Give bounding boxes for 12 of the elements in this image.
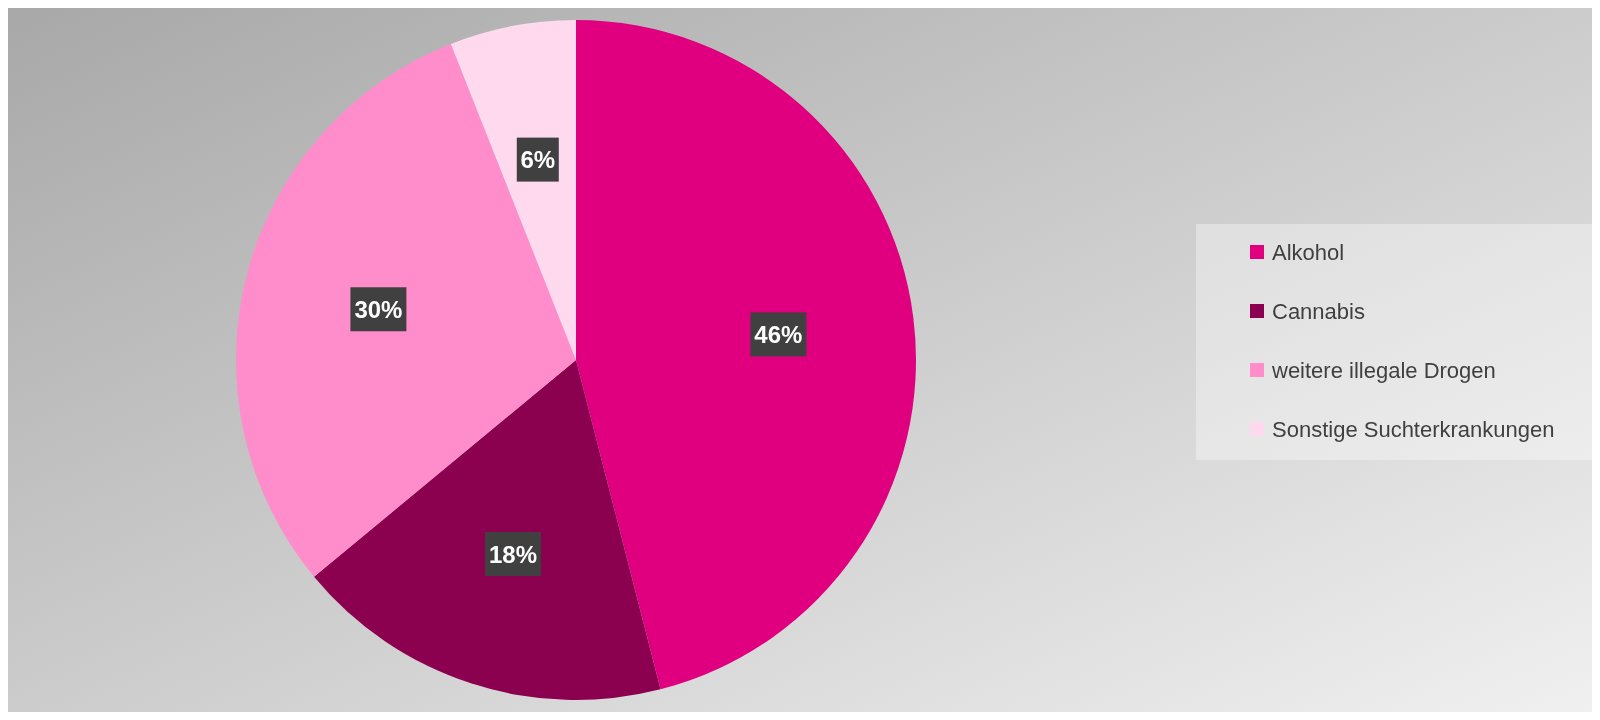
data-label: 18% xyxy=(488,540,537,568)
data-label: 30% xyxy=(354,295,403,323)
legend-label: Cannabis xyxy=(1272,298,1365,324)
legend-label: Alkohol xyxy=(1272,239,1345,265)
legend-label: weitere illegale Drogen xyxy=(1271,357,1496,383)
data-label: 46% xyxy=(754,320,803,348)
pie-slice xyxy=(576,20,916,690)
pie-slice xyxy=(236,43,576,577)
legend-label: Sonstige Suchterkrankungen xyxy=(1272,416,1555,442)
data-label: 6% xyxy=(520,146,556,174)
pie-slice xyxy=(450,20,576,360)
pie-slice xyxy=(314,360,661,700)
